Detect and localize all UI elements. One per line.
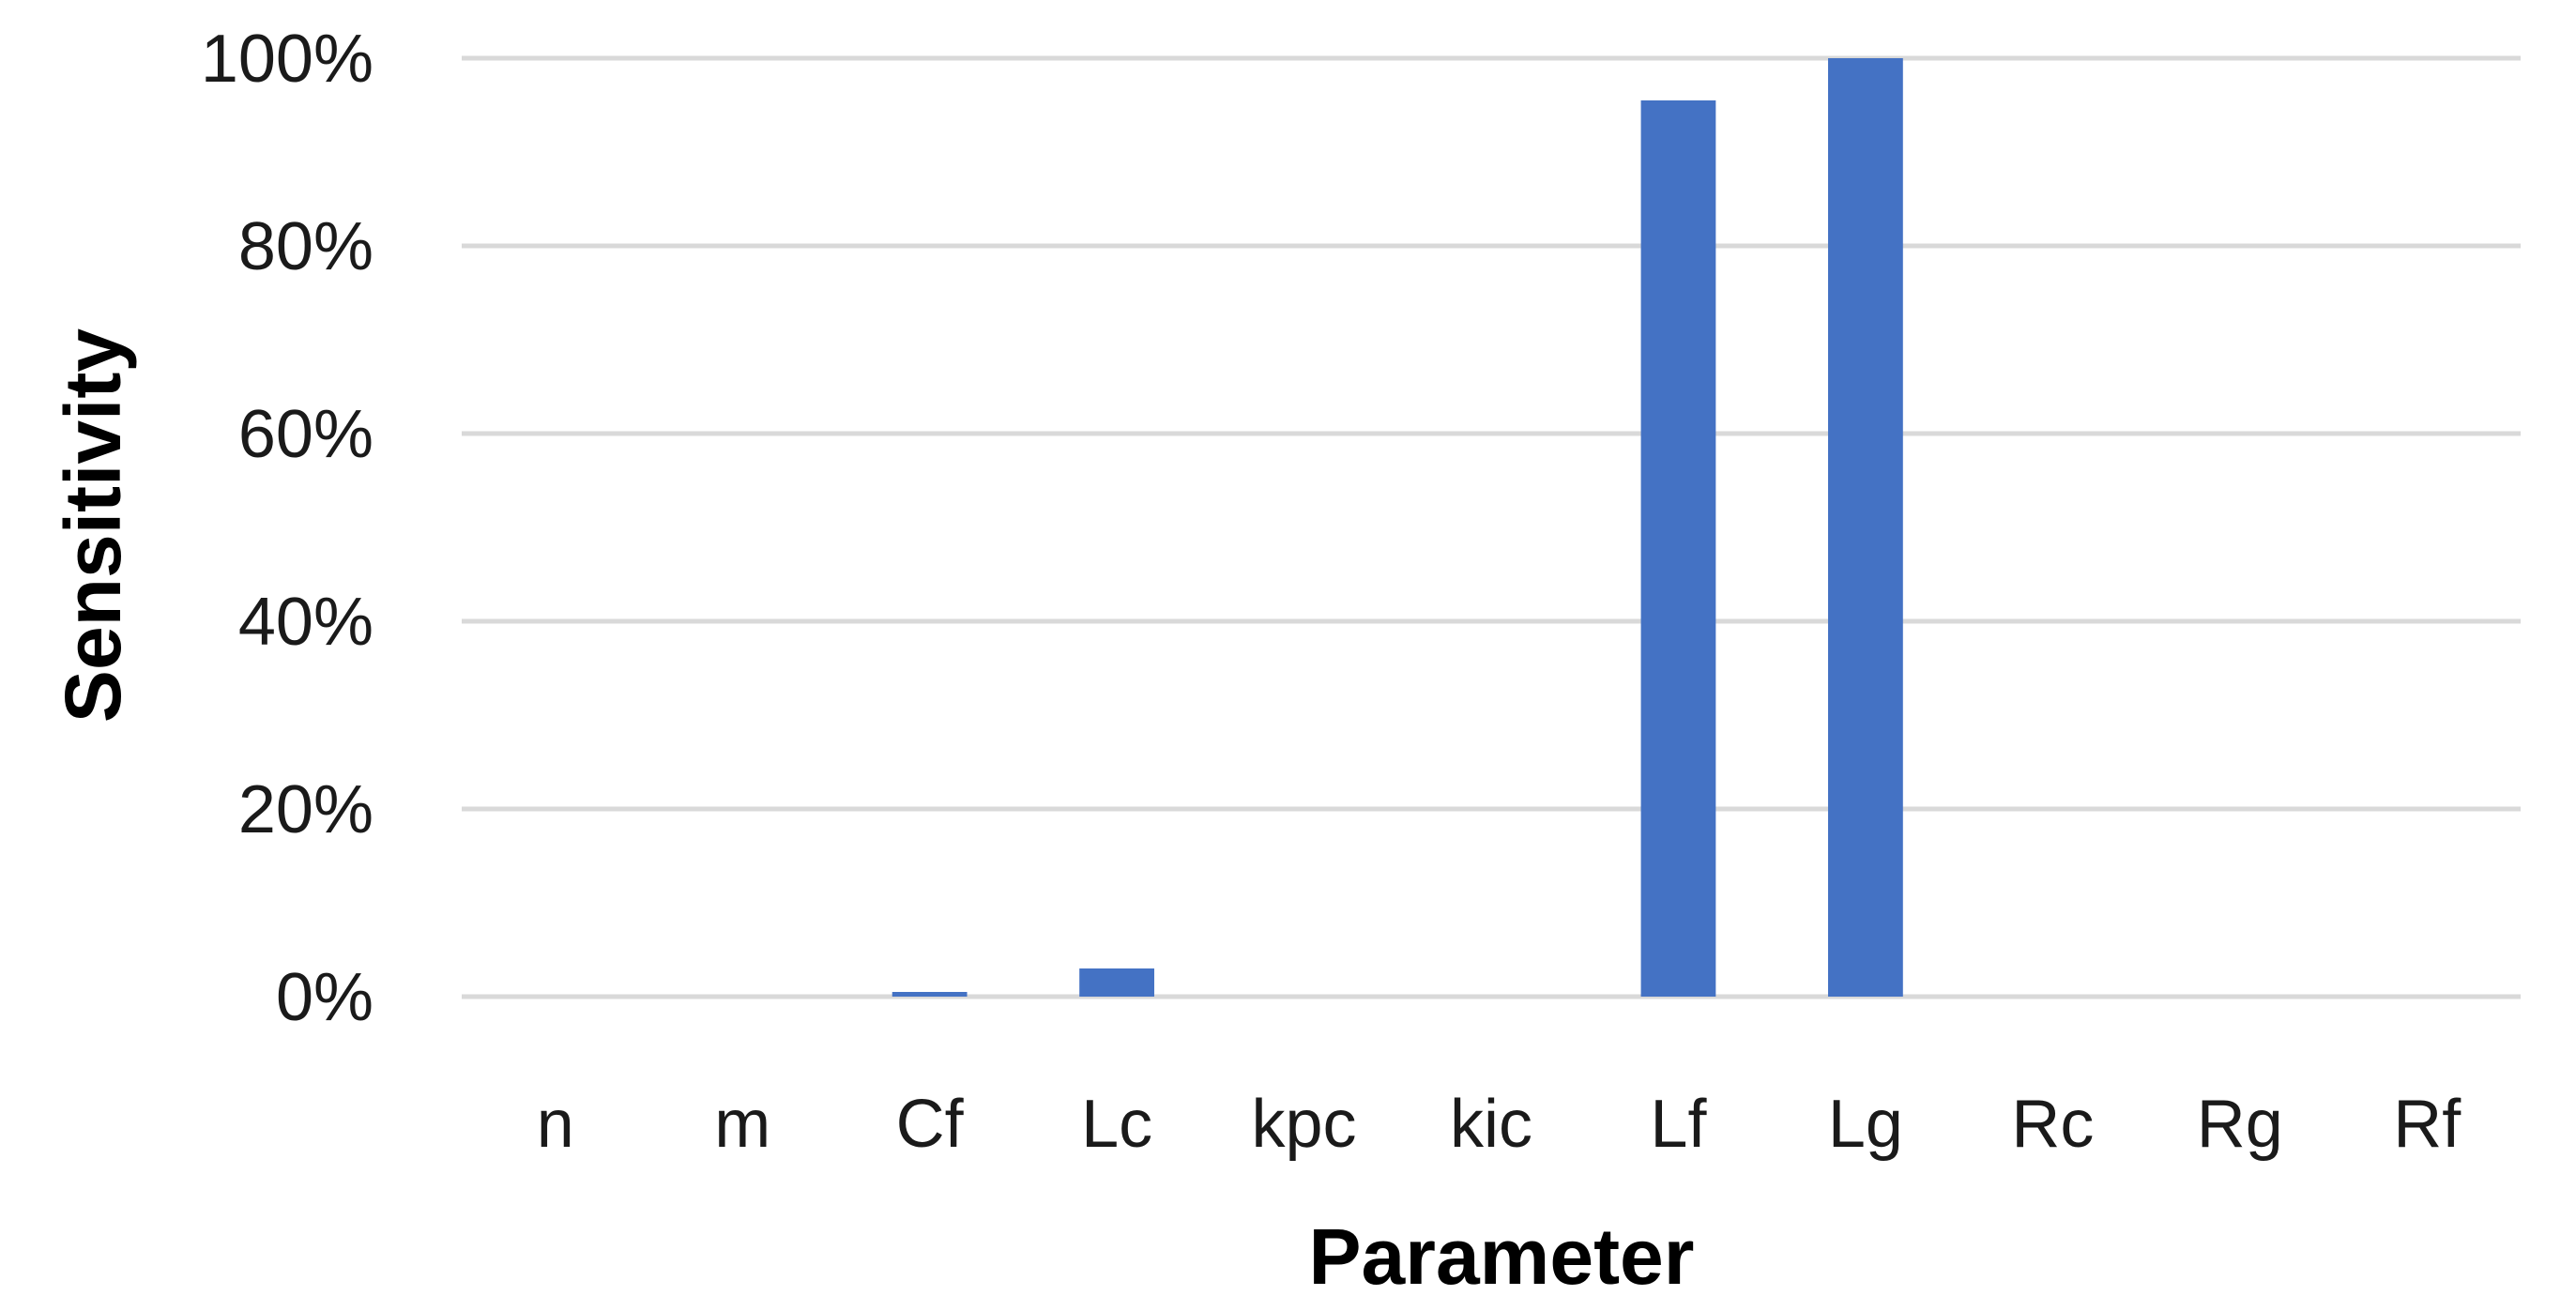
y-tick-label: 20% [238,772,373,847]
x-tick-label-Lg: Lg [1828,1087,1903,1162]
x-tick-label-kic: kic [1450,1087,1532,1162]
x-tick-label-kpc: kpc [1252,1087,1357,1162]
y-tick-label: 80% [238,209,373,284]
x-tick-label-n: n [537,1087,574,1162]
y-tick-labels: 0% 20% 40% 60% 80% 100% [201,22,373,1035]
x-tick-label-Lf: Lf [1650,1087,1707,1162]
x-tick-label-m: m [714,1087,770,1162]
y-tick-label: 100% [201,22,373,97]
y-tick-label: 0% [276,960,373,1035]
gridlines [462,55,2521,999]
bar-Lf [1640,100,1716,997]
x-tick-label-Lc: Lc [1081,1087,1152,1162]
y-tick-label: 60% [238,397,373,472]
x-tick-label-Rc: Rc [2011,1087,2094,1162]
x-tick-label-Rf: Rf [2393,1087,2462,1162]
x-tick-label-Cf: Cf [896,1087,965,1162]
y-axis-title: Sensitivity [49,328,137,723]
y-tick-label: 40% [238,585,373,660]
bars [892,58,1903,997]
bar-Lg [1828,58,1903,997]
bar-Cf [892,992,968,997]
x-axis-title: Parameter [1309,1212,1695,1301]
x-tick-label-Rg: Rg [2197,1087,2283,1162]
bar-Lc [1079,968,1154,997]
x-tick-labels: n m Cf Lc kpc kic Lf Lg Rc Rg Rf [537,1087,2462,1162]
